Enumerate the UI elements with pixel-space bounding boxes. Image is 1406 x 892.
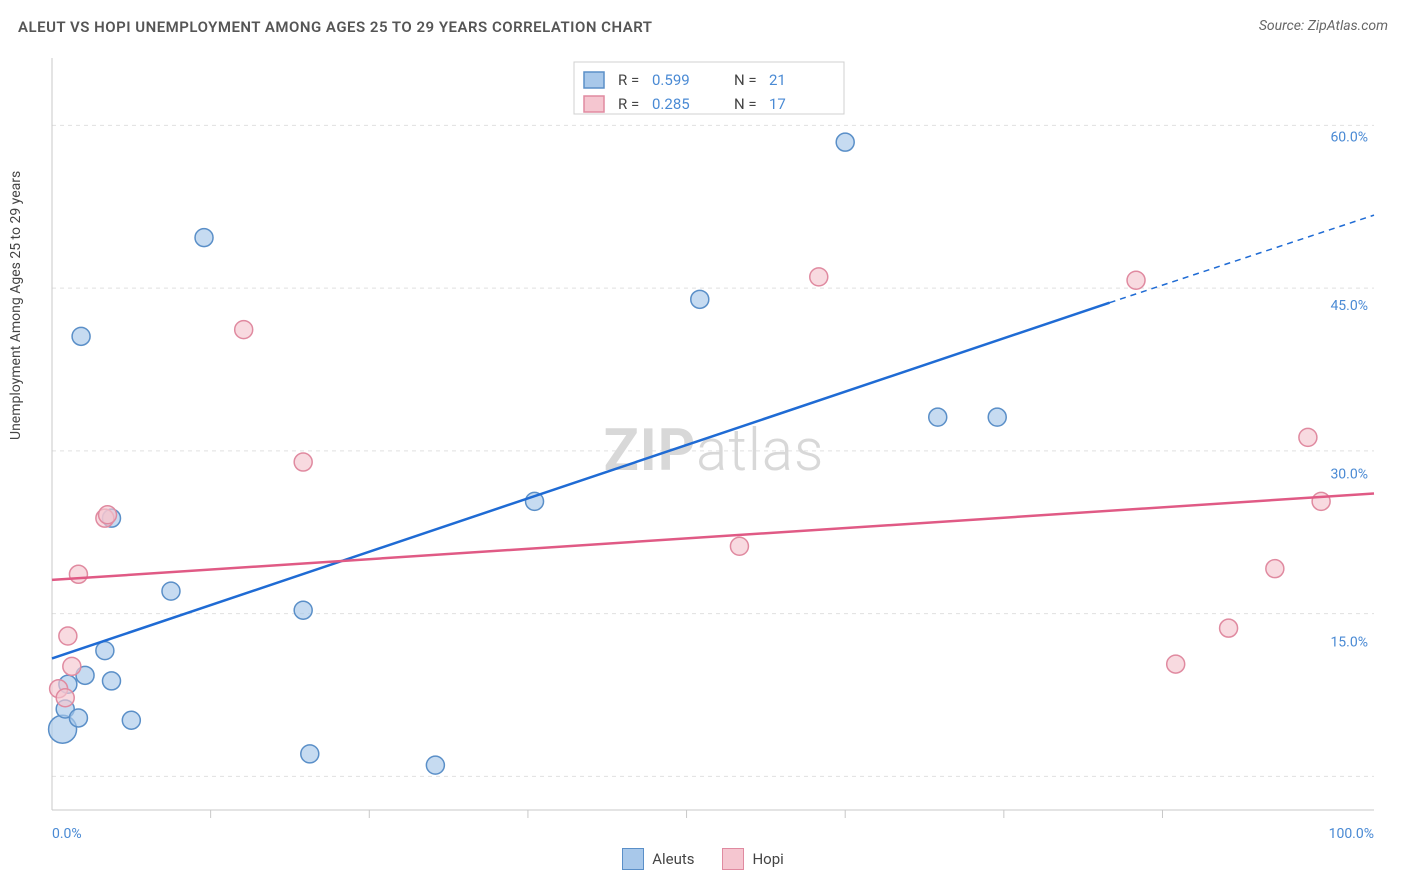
svg-text:0.599: 0.599 — [652, 71, 690, 89]
svg-text:R =: R = — [618, 95, 639, 113]
svg-text:17: 17 — [769, 95, 786, 113]
svg-text:45.0%: 45.0% — [1330, 298, 1368, 314]
svg-text:100.0%: 100.0% — [1329, 826, 1374, 840]
svg-text:R =: R = — [618, 71, 639, 89]
svg-text:21: 21 — [769, 71, 786, 89]
svg-text:0.285: 0.285 — [652, 95, 690, 113]
source-label: Source: ZipAtlas.com — [1259, 18, 1388, 36]
svg-text:N =: N = — [734, 95, 757, 113]
svg-text:0.0%: 0.0% — [52, 826, 82, 840]
legend-item-hopi: Hopi — [722, 848, 783, 870]
svg-text:15.0%: 15.0% — [1330, 635, 1368, 651]
legend-swatch-icon — [622, 848, 644, 870]
svg-text:30.0%: 30.0% — [1330, 466, 1368, 482]
correlation-chart: ZIPatlas 15.0%30.0%45.0%60.0%0.0%100.0% … — [44, 50, 1384, 840]
chart-title: ALEUT VS HOPI UNEMPLOYMENT AMONG AGES 25… — [18, 18, 653, 36]
legend-label: Aleuts — [652, 850, 694, 868]
watermark: ZIPatlas — [604, 417, 825, 485]
svg-text:60.0%: 60.0% — [1330, 130, 1368, 146]
y-axis-label: Unemployment Among Ages 25 to 29 years — [8, 171, 24, 440]
legend-swatch-icon — [722, 848, 744, 870]
legend-item-aleuts: Aleuts — [622, 848, 694, 870]
svg-text:N =: N = — [734, 71, 757, 89]
series-legend: Aleuts Hopi — [0, 848, 1406, 874]
legend-label: Hopi — [752, 850, 783, 868]
